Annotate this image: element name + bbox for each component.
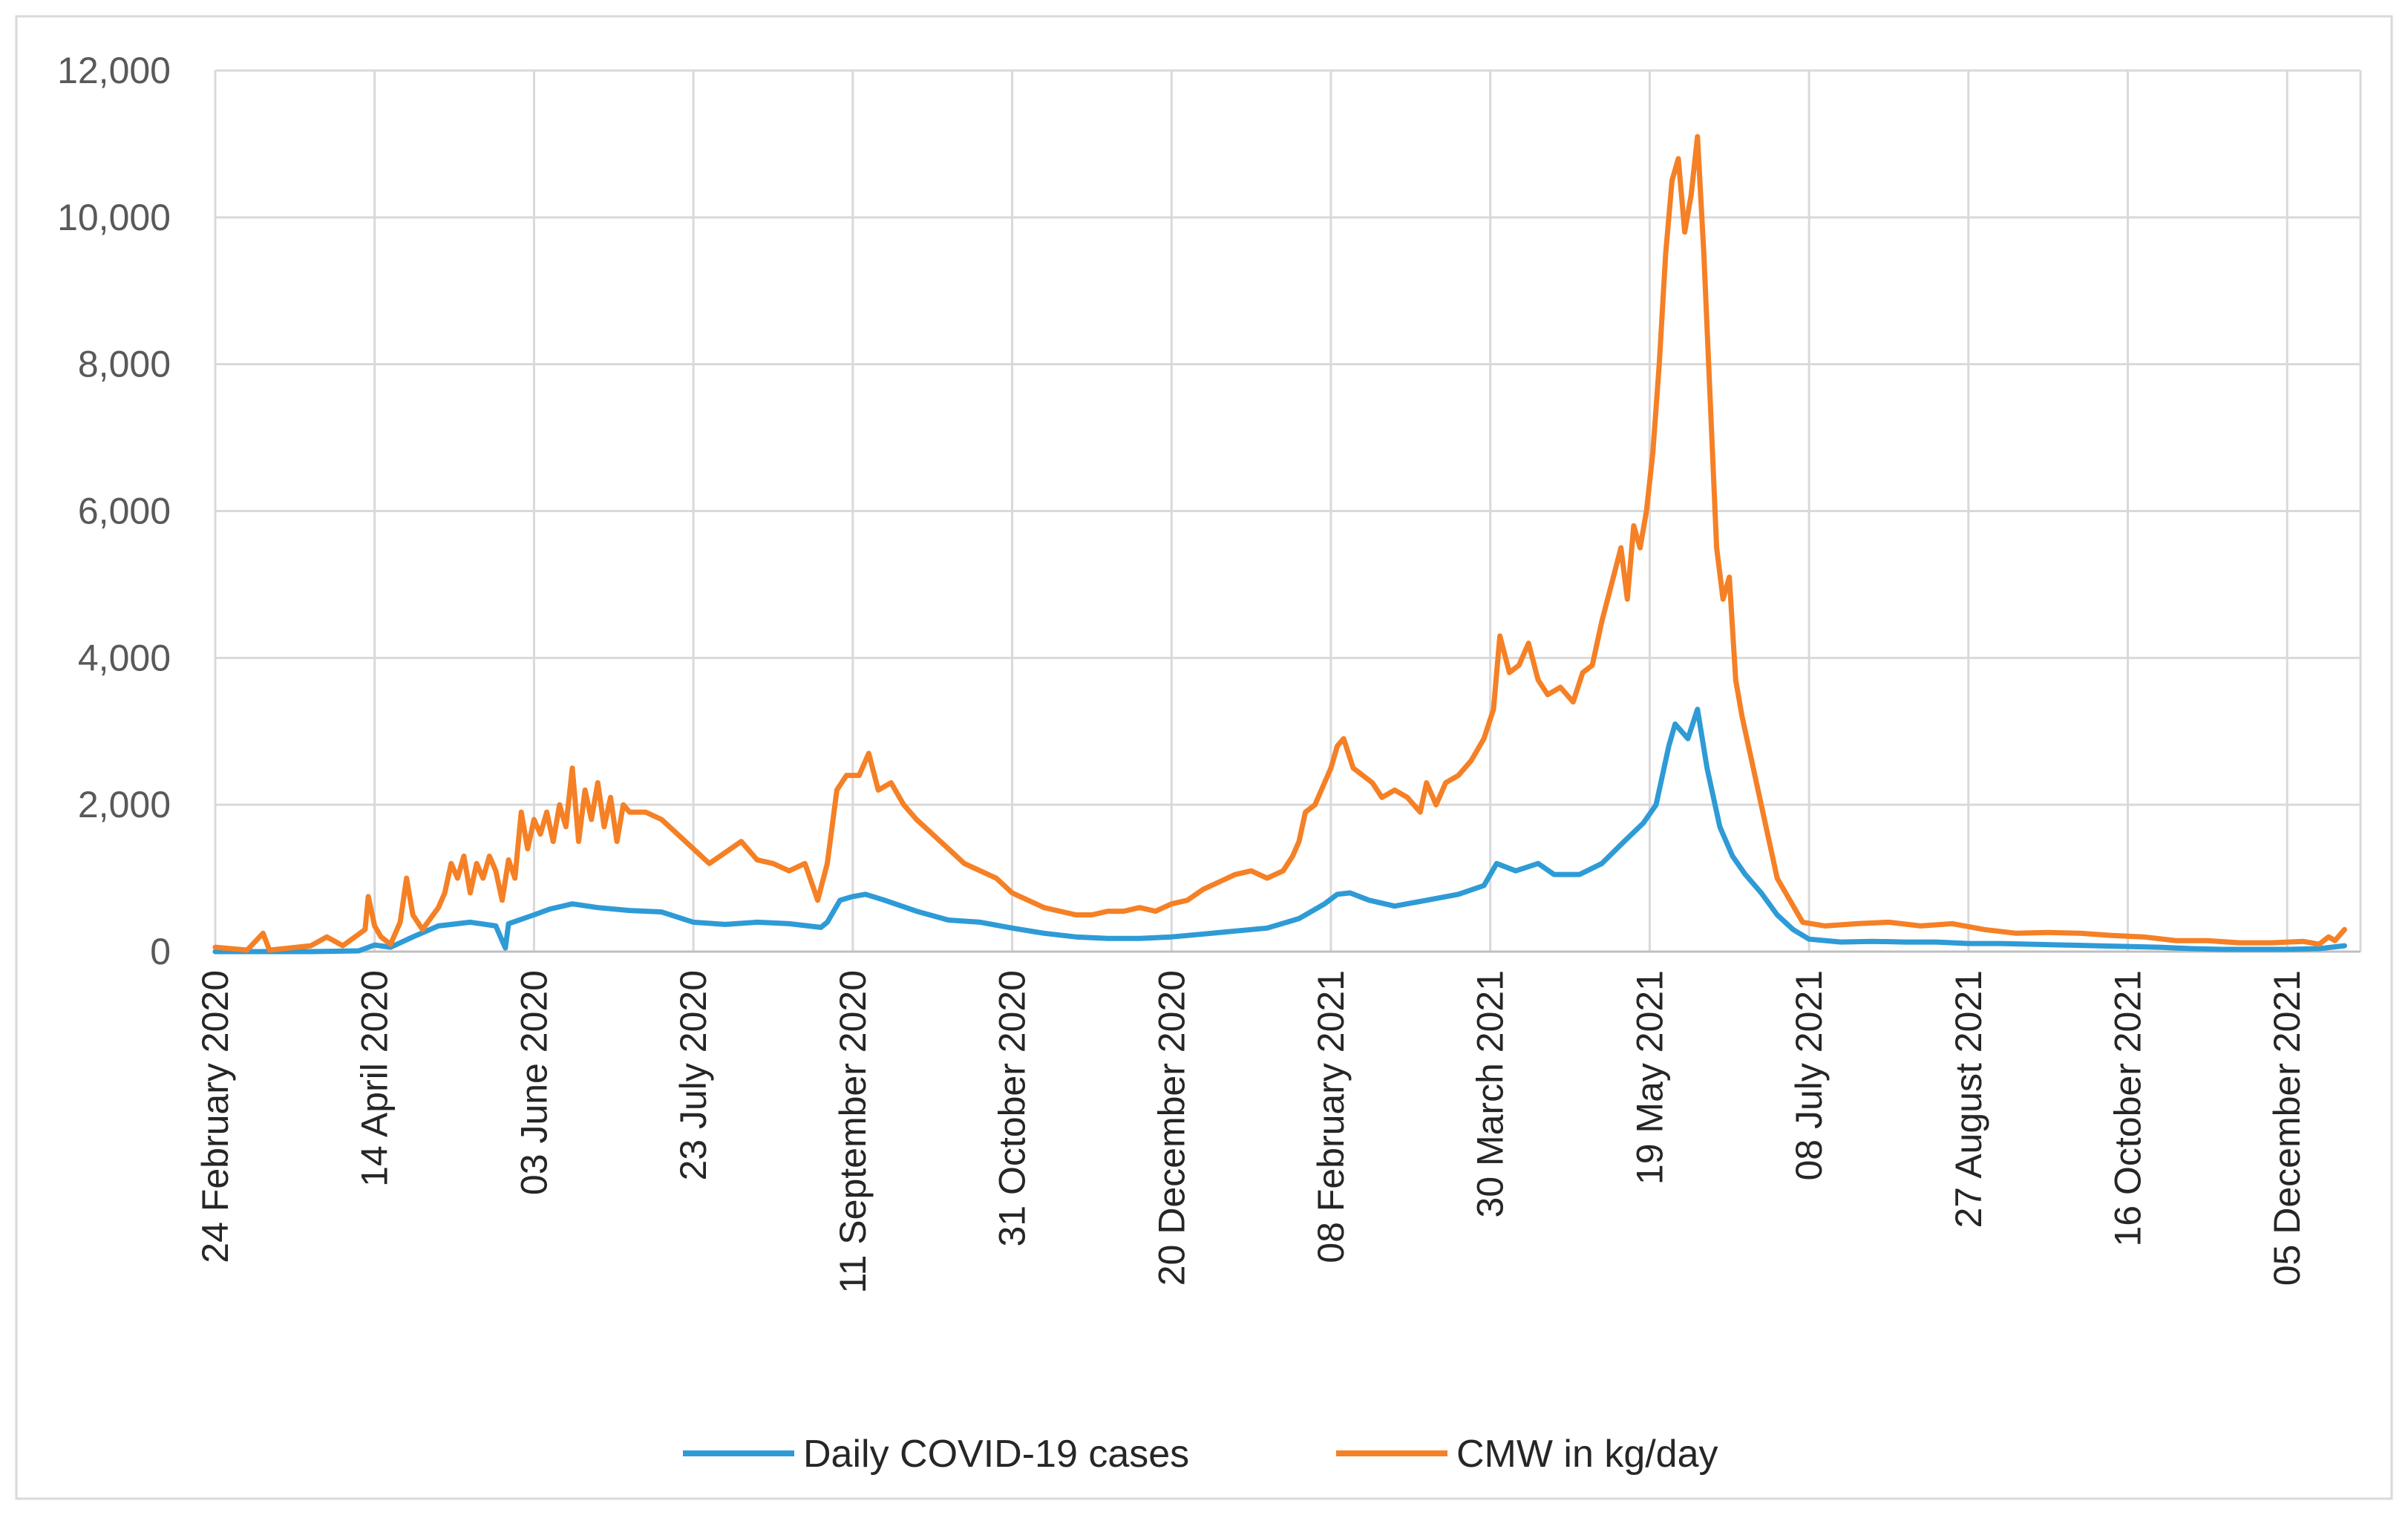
- x-tick-label: 08 July 2021: [1788, 970, 1830, 1181]
- series-line-1: [212, 134, 2347, 953]
- chart-border: [15, 15, 2393, 1500]
- x-tick-label: 08 February 2021: [1310, 970, 1352, 1263]
- y-tick-label: 4,000: [78, 637, 171, 678]
- gridlines: [214, 69, 2362, 952]
- y-tick-label: 0: [150, 931, 171, 972]
- x-tick-label: 11 September 2020: [832, 970, 874, 1294]
- series-group: [212, 134, 2347, 955]
- y-axis-ticks: 0 2,000 4,000 6,000 8,000 10,000 12,000: [57, 50, 171, 972]
- x-tick-label: 14 April 2020: [354, 970, 396, 1187]
- x-tick-label: 27 August 2021: [1948, 970, 1989, 1228]
- y-tick-label: 8,000: [78, 344, 171, 385]
- series-line-0: [212, 707, 2347, 955]
- x-tick-label: 31 October 2020: [992, 970, 1033, 1247]
- x-tick-label: 03 June 2020: [513, 970, 554, 1195]
- x-tick-label: 24 February 2020: [194, 970, 236, 1263]
- x-tick-label: 23 July 2020: [673, 970, 714, 1181]
- y-tick-label: 6,000: [78, 491, 171, 532]
- x-tick-label: 20 December 2020: [1151, 970, 1192, 1286]
- legend-label: CMW in kg/day: [1456, 1433, 1718, 1476]
- legend-label: Daily COVID-19 cases: [803, 1433, 1189, 1476]
- y-tick-label: 2,000: [78, 784, 171, 825]
- y-tick-label: 12,000: [57, 50, 171, 91]
- x-tick-label: 30 March 2021: [1470, 970, 1511, 1218]
- x-tick-label: 19 May 2021: [1629, 970, 1670, 1185]
- x-tick-label: 05 December 2021: [2266, 970, 2308, 1286]
- legend: Daily COVID-19 cases CMW in kg/day: [683, 1433, 1718, 1476]
- x-tick-label: 16 October 2021: [2107, 970, 2149, 1247]
- x-axis-ticks: 24 February 2020 14 April 2020 03 June 202…: [194, 970, 2308, 1294]
- y-tick-label: 10,000: [57, 197, 171, 238]
